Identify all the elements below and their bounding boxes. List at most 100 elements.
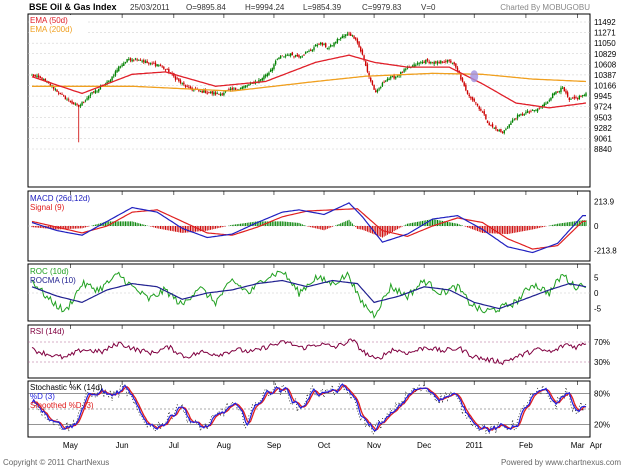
x-tick-label: Oct bbox=[318, 441, 331, 450]
price-candle-body bbox=[259, 79, 262, 81]
legend-ema200: EMA (200d) bbox=[30, 25, 73, 34]
price-candle-body bbox=[361, 50, 364, 55]
price-candle-body bbox=[93, 91, 95, 93]
price-candle-body bbox=[578, 95, 581, 100]
price-candle-body bbox=[151, 63, 153, 65]
price-candle-body bbox=[123, 63, 125, 66]
price-candle-body bbox=[471, 97, 474, 100]
price-candle-body bbox=[400, 71, 402, 76]
price-candle-body bbox=[109, 80, 112, 82]
price-candle-body bbox=[455, 63, 457, 68]
price-candle-body bbox=[119, 66, 122, 68]
price-candle-body bbox=[468, 94, 470, 97]
price-candle-body bbox=[370, 77, 372, 82]
price-candle-body bbox=[460, 74, 462, 80]
price-candle-body bbox=[528, 111, 530, 113]
price-candle-body bbox=[573, 96, 576, 99]
price-candle-body bbox=[411, 65, 414, 67]
price-candle-body bbox=[39, 76, 42, 78]
price-candle-body bbox=[179, 80, 182, 83]
price-candle-body bbox=[268, 72, 270, 75]
header-date: 25/03/2011 bbox=[130, 3, 170, 12]
price-candle-body bbox=[530, 111, 532, 113]
price-candle-body bbox=[229, 88, 232, 90]
price-y-tick: 8840 bbox=[594, 145, 612, 154]
x-tick-label: Dec bbox=[417, 441, 431, 450]
price-candle-body bbox=[575, 97, 577, 98]
price-candle-body bbox=[498, 130, 500, 132]
price-candle-body bbox=[41, 77, 43, 81]
price-candle-body bbox=[485, 114, 487, 120]
price-candle-body bbox=[520, 114, 522, 115]
price-candle-body bbox=[44, 78, 47, 81]
price-candle-body bbox=[425, 59, 427, 64]
price-candle-body bbox=[89, 94, 92, 97]
price-candle-body bbox=[144, 61, 147, 64]
price-candle-body bbox=[368, 72, 370, 77]
price-candle-body bbox=[201, 90, 203, 93]
price-candle-body bbox=[518, 114, 520, 116]
price-candle-body bbox=[239, 87, 242, 89]
x-tick-label: Sep bbox=[267, 441, 282, 450]
price-candle-body bbox=[506, 127, 509, 129]
price-candle-body bbox=[57, 92, 60, 94]
price-candle-body bbox=[193, 89, 195, 91]
price-candle-body bbox=[56, 89, 58, 92]
price-candle-body bbox=[189, 86, 192, 90]
price-candle-body bbox=[538, 107, 540, 109]
price-candle-body bbox=[261, 78, 263, 81]
price-candle-body bbox=[453, 62, 455, 65]
price-candle-body bbox=[156, 64, 158, 67]
price-candle-body bbox=[278, 57, 280, 60]
price-candle-body bbox=[32, 74, 35, 77]
price-candle-body bbox=[481, 111, 484, 113]
price-candle-body bbox=[96, 90, 98, 92]
price-candle-body bbox=[443, 62, 445, 64]
price-candle-body bbox=[203, 90, 205, 93]
price-candle-body bbox=[154, 62, 157, 66]
header-open: O=9895.84 bbox=[186, 3, 226, 12]
price-candle-body bbox=[553, 93, 555, 95]
price-candle-body bbox=[418, 63, 420, 65]
price-candle-body bbox=[199, 90, 202, 92]
price-candle-body bbox=[296, 54, 299, 57]
price-candle-body bbox=[536, 108, 539, 112]
price-candle-body bbox=[385, 80, 387, 82]
price-candle-body bbox=[405, 68, 407, 70]
price-candle-body bbox=[206, 92, 208, 94]
price-candle-body bbox=[406, 67, 409, 69]
price-candle-body bbox=[423, 61, 425, 63]
price-candle-body bbox=[74, 103, 77, 105]
price-y-tick: 9503 bbox=[594, 113, 612, 122]
price-candle-body bbox=[276, 59, 278, 61]
price-candle-body bbox=[274, 60, 277, 65]
price-candle-body bbox=[306, 51, 309, 53]
price-candle-body bbox=[284, 55, 287, 57]
stoch-d-line bbox=[31, 383, 587, 434]
price-candle-body bbox=[159, 65, 162, 67]
price-candle-body bbox=[118, 66, 120, 71]
price-candle-body bbox=[34, 75, 37, 77]
price-candle-body bbox=[301, 55, 304, 57]
price-candle-body bbox=[311, 49, 314, 52]
price-candle-body bbox=[466, 90, 469, 94]
price-candle-body bbox=[213, 92, 215, 95]
price-candle-body bbox=[465, 84, 467, 91]
price-candle-body bbox=[334, 42, 337, 43]
price-candle-body bbox=[496, 129, 499, 132]
price-candle-body bbox=[163, 66, 165, 69]
price-candle-body bbox=[378, 88, 380, 90]
price-candle-body bbox=[426, 58, 429, 61]
price-candle-body bbox=[413, 64, 415, 68]
price-candle-body bbox=[308, 50, 310, 52]
price-candle-body bbox=[271, 68, 273, 72]
price-y-tick: 10387 bbox=[594, 71, 617, 80]
price-candle-body bbox=[183, 82, 185, 85]
price-candle-body bbox=[231, 87, 233, 90]
price-candle-body bbox=[291, 52, 294, 56]
price-candle-body bbox=[548, 100, 550, 102]
price-candle-body bbox=[64, 96, 67, 100]
price-candle-body bbox=[324, 43, 327, 48]
stochastic-chart: 80% 20% bbox=[28, 382, 610, 435]
